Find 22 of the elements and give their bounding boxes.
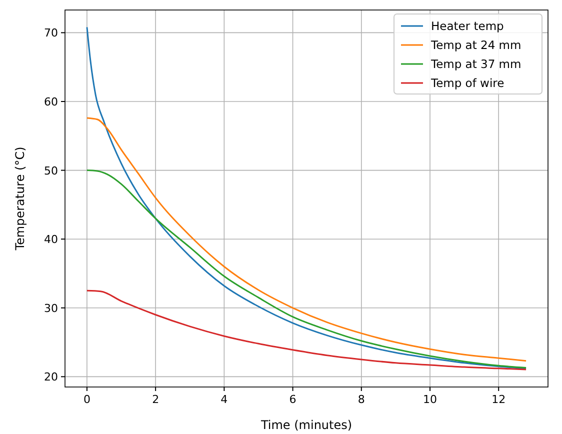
x-tick-label: 10 [422,393,437,406]
legend-label: Temp at 24 mm [430,38,522,52]
y-tick-label: 60 [44,96,58,108]
y-tick-label: 70 [44,26,58,40]
x-axis-title: Time (minutes) [260,418,352,432]
x-tick-label: 6 [289,393,296,406]
x-tick-label: 8 [358,393,365,406]
y-tick-label: 50 [44,164,58,178]
line-series [86,117,527,362]
y-tick-label: 40 [44,233,58,246]
y-tick-label: 30 [44,302,58,315]
legend-label: Heater temp [431,19,504,33]
x-tick-label: 4 [220,393,228,406]
x-tick-label: 0 [83,393,90,406]
legend-label: Temp of wire [430,76,504,90]
line-series [86,170,527,368]
y-tick-label: 20 [44,370,58,384]
y-axis-title: Temperature (°C) [13,146,27,252]
x-tick-label: 12 [492,393,506,406]
x-tick-label: 2 [152,393,160,406]
line-series [86,290,527,370]
legend-label: Temp at 37 mm [430,57,522,71]
